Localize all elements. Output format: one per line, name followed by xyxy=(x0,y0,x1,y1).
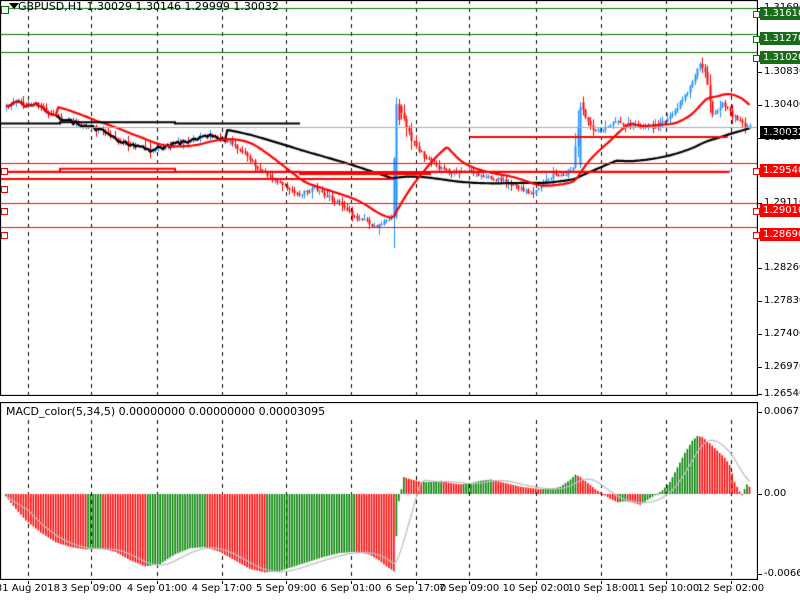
current-price-box[interactable]: 1.30032 xyxy=(760,126,800,139)
time-axis-label: 10 Sep 02:00 xyxy=(502,583,570,594)
macd-axis-label: 0.00 xyxy=(764,488,787,499)
level-handle-left-1[interactable] xyxy=(1,168,8,175)
level-handle-left-4[interactable] xyxy=(1,232,8,239)
macd-axis-tick xyxy=(758,494,762,495)
macd-axis-label: 0.006778 xyxy=(764,406,800,417)
time-axis-tick xyxy=(221,581,223,584)
time-axis-tick xyxy=(469,581,471,584)
time-axis-tick xyxy=(415,581,417,584)
time-axis[interactable]: 31 Aug 2018 3 Sep 09:00 4 Sep 01:00 4 Sep 1… xyxy=(0,581,764,600)
macd-axis[interactable]: 0.006778 0.00 -0.006632 xyxy=(758,402,800,580)
time-axis-tick xyxy=(157,581,159,584)
chevron-down-icon[interactable] xyxy=(9,3,19,9)
price-axis-label: 1.26970 xyxy=(764,361,800,372)
price-chart-canvas[interactable] xyxy=(0,0,758,396)
level-handle-left-3[interactable] xyxy=(1,208,8,215)
time-axis-label: 6 Sep 17:00 xyxy=(385,583,447,594)
price-axis[interactable]: 1.316901.316101.312701.310201.308301.304… xyxy=(753,0,800,399)
price-axis-tick xyxy=(758,268,762,269)
time-axis-label: 31 Aug 2018 xyxy=(0,583,60,594)
price-axis-label: 1.29970 xyxy=(764,132,800,143)
time-axis-label: 12 Sep 02:00 xyxy=(697,583,765,594)
price-axis-label: 1.28260 xyxy=(764,262,800,273)
time-axis-label: 10 Sep 18:00 xyxy=(567,583,635,594)
time-axis-label: 6 Sep 01:00 xyxy=(320,583,382,594)
macd-axis-tick xyxy=(758,574,762,575)
time-axis-tick xyxy=(286,581,288,584)
price-level-box[interactable]: 1.29010 xyxy=(760,204,800,217)
macd-chart-canvas[interactable] xyxy=(0,402,758,580)
time-axis-tick xyxy=(91,581,93,584)
time-axis-label: 3 Sep 09:00 xyxy=(61,583,122,594)
price-axis-tick xyxy=(758,301,762,302)
price-level-box[interactable]: 1.31610 xyxy=(760,7,800,20)
price-level-handle[interactable] xyxy=(753,55,760,62)
price-level-handle[interactable] xyxy=(753,11,760,18)
macd-axis-tick xyxy=(758,412,762,413)
macd-axis-label: -0.006632 xyxy=(764,568,800,579)
time-axis-tick xyxy=(665,581,667,584)
time-axis-tick xyxy=(536,581,538,584)
price-axis-label: 1.29110 xyxy=(764,197,800,208)
price-axis-label: 1.27400 xyxy=(764,328,800,339)
time-axis-label: 7 Sep 09:00 xyxy=(438,583,500,594)
price-axis-tick xyxy=(758,394,762,395)
price-axis-tick xyxy=(758,72,762,73)
symbol-anchor-marker xyxy=(1,6,9,14)
level-handle-left-2[interactable] xyxy=(1,186,8,193)
price-level-handle[interactable] xyxy=(753,232,760,239)
price-axis-tick xyxy=(758,105,762,106)
time-axis-tick xyxy=(730,581,732,584)
price-level-box[interactable]: 1.28690 xyxy=(760,228,800,241)
time-axis-label: 5 Sep 09:00 xyxy=(255,583,317,594)
price-axis-label: 1.26540 xyxy=(764,388,800,399)
price-axis-tick xyxy=(758,334,762,335)
price-axis-label: 1.30830 xyxy=(764,66,800,77)
time-axis-label: 11 Sep 10:00 xyxy=(632,583,700,594)
chart-header-ohlc: GBPUSD,H1 1.30029 1.30146 1.29999 1.3003… xyxy=(18,0,279,13)
time-axis-label: 4 Sep 17:00 xyxy=(191,583,253,594)
time-axis-tick xyxy=(27,581,29,584)
time-axis-tick xyxy=(600,581,602,584)
price-level-box[interactable]: 1.31020 xyxy=(760,51,800,64)
price-level-box[interactable]: 1.31270 xyxy=(760,32,800,45)
price-level-handle[interactable] xyxy=(753,168,760,175)
price-level-box[interactable]: 1.29540 xyxy=(760,164,800,177)
price-axis-tick xyxy=(758,367,762,368)
price-axis-label: 1.27830 xyxy=(764,295,800,306)
price-axis-label: 1.30400 xyxy=(764,99,800,110)
time-axis-tick xyxy=(351,581,353,584)
price-axis-tick xyxy=(758,203,762,204)
price-level-handle[interactable] xyxy=(753,36,760,43)
time-axis-label: 4 Sep 01:00 xyxy=(126,583,188,594)
price-axis-tick xyxy=(758,138,762,139)
macd-header-label: MACD_color(5,34,5) 0.00000000 0.00000000… xyxy=(6,405,326,418)
price-level-handle[interactable] xyxy=(753,208,760,215)
